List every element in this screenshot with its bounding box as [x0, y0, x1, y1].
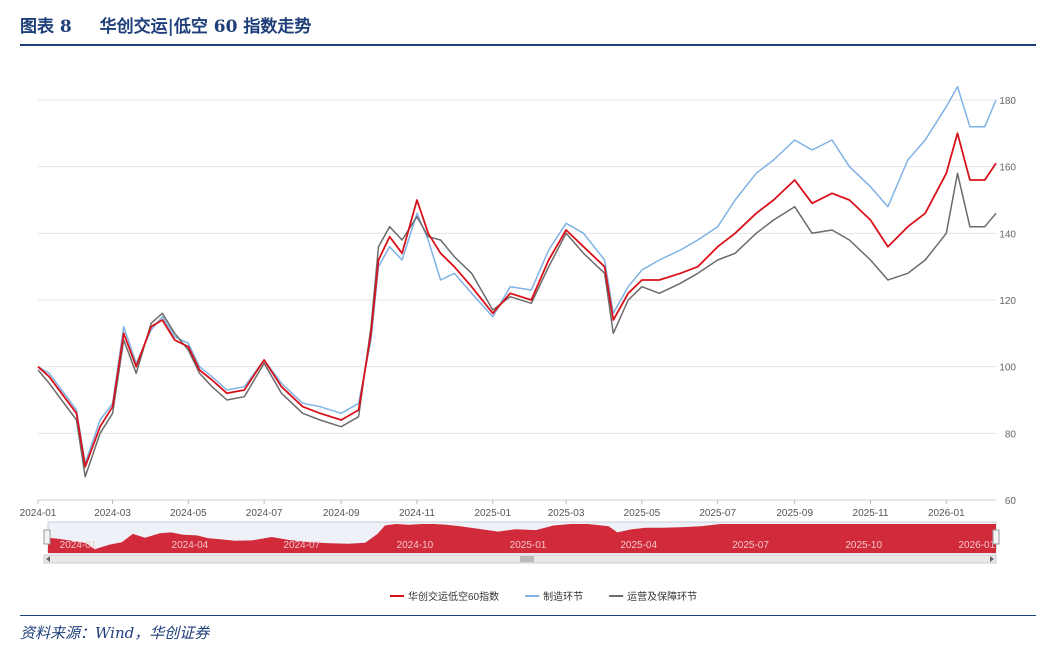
figure-label: 图表 8	[20, 17, 72, 37]
legend-label-1: 制造环节	[543, 590, 583, 603]
series-line-2	[37, 172, 997, 478]
navigator-tick-label: 2025-07	[732, 540, 769, 551]
y-tick-label: 140	[999, 229, 1016, 240]
legend-label-2: 运营及保障环节	[627, 590, 697, 603]
x-tick-label: 2024-05	[170, 508, 207, 519]
scroll-right-arrow-icon[interactable]	[990, 556, 994, 562]
y-tick-label: 100	[999, 363, 1016, 374]
y-tick-label: 180	[999, 96, 1016, 107]
x-tick-label: 2026-01	[928, 508, 965, 519]
x-tick-label: 2025-03	[548, 508, 585, 519]
grid-lines	[38, 99, 996, 501]
chart-legend: 华创交运低空60指数 制造环节 运营及保障环节	[390, 590, 697, 603]
x-tick-label: 2024-11	[399, 508, 435, 519]
scrollbar-thumb-grip[interactable]	[520, 556, 534, 562]
navigator-area	[48, 524, 996, 553]
x-tick-label: 2025-07	[699, 508, 736, 519]
source-note: 资料来源：Wind，华创证券	[20, 624, 210, 642]
series-lines	[37, 85, 997, 478]
series-line-1	[37, 85, 997, 465]
navigator-tick-label: 2024-07	[283, 540, 320, 551]
navigator-tick-label: 2025-10	[845, 540, 882, 551]
navigator-tick-label: 2025-01	[510, 540, 547, 551]
x-tick-label: 2025-01	[474, 508, 511, 519]
navigator-tick-label: 2025-04	[620, 540, 657, 551]
navigator-tick-label: 2024-10	[397, 540, 434, 551]
navigator-left-handle[interactable]	[43, 529, 51, 545]
y-tick-label: 120	[999, 296, 1016, 307]
navigator-tick-label: 2024-04	[172, 540, 209, 551]
footer-divider	[20, 615, 1036, 616]
figure-title: 图表 8 华创交运|低空 60 指数走势	[20, 12, 311, 40]
x-axis: 2024-01 2024-03 2024-05 2024-07 2024-09 2024-…	[20, 499, 996, 519]
figure-title-text: 华创交运|低空 60 指数走势	[99, 17, 312, 37]
range-navigator[interactable]: 2024-01 2024-04 2024-07 2024-10 2025-01 2025-…	[43, 521, 1000, 564]
navigator-tick-label: 2024-01	[60, 540, 97, 551]
x-tick-label: 2024-09	[323, 508, 360, 519]
series-line-0	[37, 132, 997, 468]
chart-container: 60 80 100 120 140 160 180 2024-01 2024-03 2024-0…	[20, 60, 1036, 620]
x-tick-label: 2024-07	[246, 508, 283, 519]
x-tick-label: 2024-01	[20, 508, 57, 519]
y-axis: 60 80 100 120 140 160 180	[999, 96, 1016, 507]
navigator-tick-label: 2026-01	[958, 540, 995, 551]
y-tick-label: 80	[1005, 429, 1017, 440]
x-tick-label: 2025-05	[624, 508, 661, 519]
navigator-right-handle[interactable]	[992, 529, 1000, 545]
legend-label-0: 华创交运低空60指数	[408, 590, 499, 603]
x-tick-label: 2025-09	[776, 508, 813, 519]
scroll-left-arrow-icon[interactable]	[46, 556, 50, 562]
x-tick-label: 2024-03	[94, 508, 131, 519]
y-tick-label: 60	[1005, 496, 1017, 507]
x-tick-label: 2025-11	[853, 508, 889, 519]
y-tick-label: 160	[999, 163, 1016, 174]
title-divider	[20, 44, 1036, 46]
